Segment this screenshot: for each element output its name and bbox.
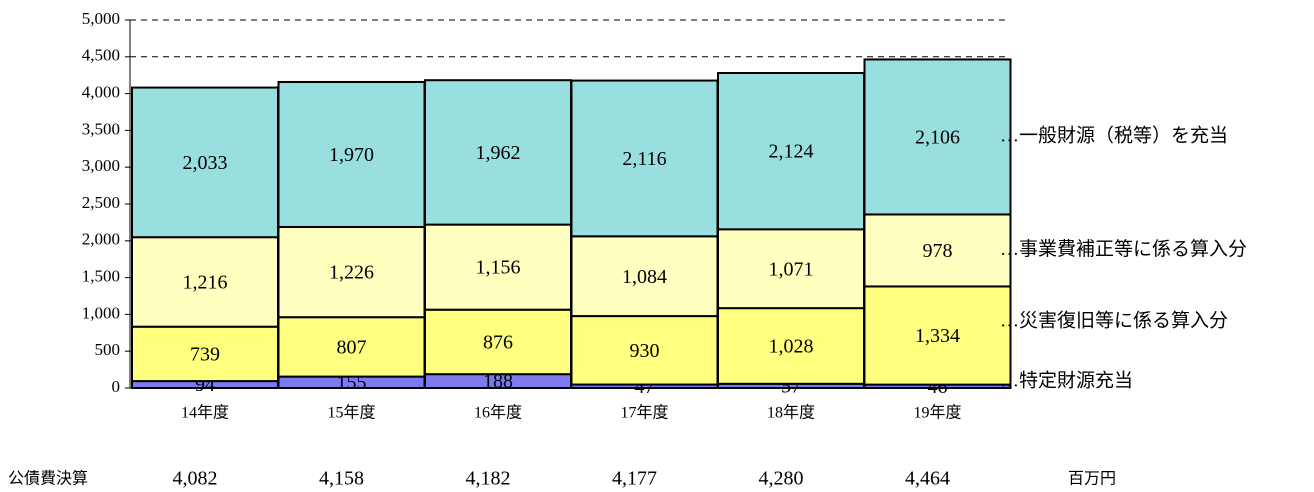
total-value: 4,182 bbox=[466, 468, 511, 490]
y-tick-label: 2,000 bbox=[82, 230, 120, 249]
y-tick-label: 0 bbox=[112, 377, 121, 396]
data-label: 2,116 bbox=[622, 148, 666, 170]
data-label: 930 bbox=[630, 340, 660, 362]
data-label: 2,106 bbox=[915, 127, 960, 149]
totals-label: 公債費決算 bbox=[8, 469, 88, 488]
bar-segment bbox=[277, 316, 426, 378]
x-tick-label: 19年度 bbox=[913, 404, 961, 422]
y-tick-label: 500 bbox=[95, 340, 121, 359]
bar-segment bbox=[717, 71, 865, 231]
x-tick-label: 16年度 bbox=[474, 404, 522, 422]
data-label: 1,028 bbox=[769, 336, 814, 358]
data-label: 876 bbox=[483, 332, 513, 354]
data-label: 1,970 bbox=[329, 144, 374, 166]
x-tick-label: 14年度 bbox=[181, 404, 229, 422]
data-label: 739 bbox=[190, 343, 220, 365]
data-label: 1,156 bbox=[476, 257, 521, 279]
bar-segment bbox=[570, 79, 719, 238]
total-value: 4,464 bbox=[905, 468, 950, 490]
y-tick-label: 4,500 bbox=[82, 46, 120, 65]
data-label: 2,124 bbox=[769, 141, 814, 163]
y-tick-label: 4,000 bbox=[82, 83, 120, 102]
bar-segment bbox=[277, 80, 426, 228]
y-tick-label: 1,000 bbox=[82, 303, 120, 322]
data-label: 1,962 bbox=[476, 142, 521, 164]
y-tick-label: 5,000 bbox=[82, 9, 120, 28]
data-label: 1,084 bbox=[622, 266, 667, 288]
x-tick-label: 18年度 bbox=[767, 404, 815, 422]
total-value: 4,280 bbox=[759, 468, 804, 490]
bar-segment bbox=[717, 307, 865, 385]
x-tick-label: 15年度 bbox=[327, 404, 375, 422]
bar-segment bbox=[717, 228, 865, 310]
total-value: 4,082 bbox=[173, 468, 218, 490]
legend-label: …特定財源充当 bbox=[1000, 370, 1133, 392]
data-label: 1,216 bbox=[183, 272, 228, 294]
legend-label: …事業費補正等に係る算入分 bbox=[1000, 238, 1247, 260]
data-label: 807 bbox=[337, 336, 367, 358]
y-tick-label: 3,000 bbox=[82, 156, 120, 175]
bar-segment bbox=[863, 213, 1012, 288]
bar-segment bbox=[424, 79, 572, 226]
data-label: 1,071 bbox=[769, 258, 814, 280]
data-label: 1,334 bbox=[915, 325, 960, 347]
bar-segment bbox=[131, 86, 279, 239]
data-label: 978 bbox=[923, 240, 953, 262]
bar-segment bbox=[863, 58, 1012, 216]
legend-label: …一般財源（税等）を充当 bbox=[1000, 124, 1228, 146]
totals-unit: 百万円 bbox=[1068, 471, 1116, 488]
data-label: 1,226 bbox=[329, 262, 374, 284]
data-label: 188 bbox=[483, 371, 513, 393]
total-value: 4,158 bbox=[319, 468, 364, 490]
bar-segment bbox=[570, 235, 719, 318]
y-tick-label: 2,500 bbox=[82, 193, 120, 212]
total-value: 4,177 bbox=[612, 468, 657, 490]
y-tick-label: 1,500 bbox=[82, 267, 120, 286]
x-tick-label: 17年度 bbox=[620, 404, 668, 422]
y-tick-label: 3,500 bbox=[82, 119, 120, 138]
data-label: 2,033 bbox=[183, 152, 228, 174]
legend-label: …災害復旧等に係る算入分 bbox=[1000, 310, 1228, 332]
